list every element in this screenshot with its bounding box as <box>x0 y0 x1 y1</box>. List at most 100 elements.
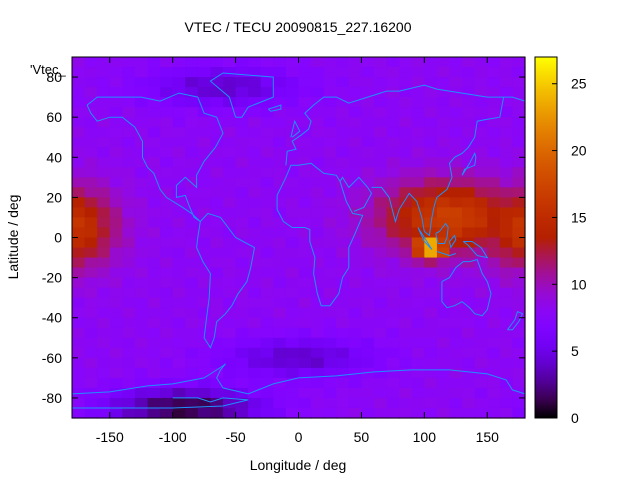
heatmap-cell <box>84 397 98 409</box>
heatmap-cell <box>462 347 476 359</box>
heatmap-cell <box>512 167 526 178</box>
heatmap-cell <box>512 367 526 379</box>
heatmap-cell <box>374 107 388 118</box>
heatmap-cell <box>147 207 161 219</box>
heatmap-cell <box>134 77 149 88</box>
heatmap-cell <box>311 277 325 289</box>
heatmap-cell <box>361 357 375 369</box>
heatmap-cell <box>223 377 237 389</box>
heatmap-cell <box>386 327 400 339</box>
heatmap-cell <box>122 297 136 309</box>
heatmap-cell <box>436 257 451 269</box>
heatmap-cell <box>160 87 174 98</box>
heatmap-cell <box>348 367 363 379</box>
heatmap-cell <box>474 377 488 389</box>
colorbar-tick-label: 10 <box>571 276 587 292</box>
heatmap-cell <box>210 97 224 108</box>
heatmap-cell <box>197 227 212 239</box>
heatmap-cell <box>109 397 123 409</box>
heatmap-cell <box>436 77 451 88</box>
heatmap-cell <box>172 247 186 259</box>
heatmap-cell <box>248 137 262 148</box>
heatmap-cell <box>411 177 425 188</box>
heatmap-cell <box>147 387 161 399</box>
heatmap-cell <box>512 127 526 138</box>
heatmap-cell <box>285 227 300 239</box>
heatmap-cell <box>424 207 438 219</box>
heatmap-cell <box>361 127 375 138</box>
heatmap-cell <box>235 387 249 399</box>
heatmap-cell <box>361 387 375 399</box>
heatmap-cell <box>323 317 337 329</box>
heatmap-cell <box>248 407 262 419</box>
heatmap-cell <box>122 127 136 138</box>
heatmap-cell <box>436 57 451 68</box>
heatmap-cell <box>285 277 300 289</box>
heatmap-cell <box>436 277 451 289</box>
heatmap-cell <box>210 247 224 259</box>
heatmap-cell <box>499 367 514 379</box>
heatmap-cell <box>298 177 312 188</box>
heatmap-cell <box>122 327 136 339</box>
heatmap-cell <box>512 67 526 78</box>
heatmap-cell <box>172 237 186 249</box>
heatmap-cell <box>109 367 123 379</box>
heatmap-cell <box>197 127 212 138</box>
heatmap-cell <box>323 347 337 359</box>
heatmap-cell <box>386 337 400 349</box>
heatmap-cell <box>436 157 451 168</box>
heatmap-cell <box>273 167 287 178</box>
heatmap-cell <box>172 117 186 128</box>
heatmap-cell <box>323 247 337 259</box>
heatmap-cell <box>84 257 98 269</box>
heatmap-cell <box>109 257 123 269</box>
heatmap-cell <box>449 97 463 108</box>
coastline-segment <box>86 92 224 222</box>
heatmap-cell <box>424 397 438 409</box>
heatmap-cell <box>436 367 451 379</box>
colorbar-tick-label: 20 <box>571 143 587 159</box>
heatmap-cell <box>311 247 325 259</box>
heatmap-cell <box>336 217 350 229</box>
heatmap-cell <box>487 297 501 309</box>
heatmap-cell <box>97 77 111 88</box>
heatmap-cell <box>386 277 400 289</box>
coastline-segment <box>506 311 524 331</box>
heatmap-cell <box>424 387 438 399</box>
heatmap-cell <box>449 107 463 118</box>
x-tick-label: 100 <box>413 429 437 445</box>
heatmap-cell <box>474 327 488 339</box>
heatmap-cell <box>97 127 111 138</box>
heatmap-cell <box>72 187 86 198</box>
heatmap-cell <box>374 337 388 349</box>
heatmap-cell <box>273 67 287 78</box>
heatmap-cell <box>97 167 111 178</box>
heatmap-cell <box>109 87 123 98</box>
heatmap-cell <box>210 137 224 148</box>
heatmap-cell <box>361 117 375 128</box>
heatmap-cell <box>109 197 123 209</box>
heatmap-cell <box>499 207 514 219</box>
heatmap-cell <box>134 267 149 279</box>
heatmap-cell <box>223 317 237 329</box>
heatmap-cell <box>462 287 476 299</box>
heatmap-cell <box>84 407 98 419</box>
heatmap-cell <box>436 197 451 209</box>
heatmap-cell <box>122 397 136 409</box>
heatmap-cell <box>436 227 451 239</box>
heatmap-cell <box>436 387 451 399</box>
heatmap-cell <box>386 67 400 78</box>
heatmap-cell <box>260 187 274 198</box>
heatmap-cell <box>172 307 186 319</box>
heatmap-cell <box>462 317 476 329</box>
heatmap-cell <box>436 127 451 138</box>
heatmap-cell <box>109 137 123 148</box>
heatmap-cell <box>134 217 149 229</box>
heatmap-cell <box>298 207 312 219</box>
heatmap-cell <box>336 237 350 249</box>
heatmap-cell <box>386 297 400 309</box>
heatmap-cell <box>374 167 388 178</box>
heatmap-cell <box>122 387 136 399</box>
heatmap-cell <box>436 247 451 259</box>
heatmap-cell <box>134 177 149 188</box>
